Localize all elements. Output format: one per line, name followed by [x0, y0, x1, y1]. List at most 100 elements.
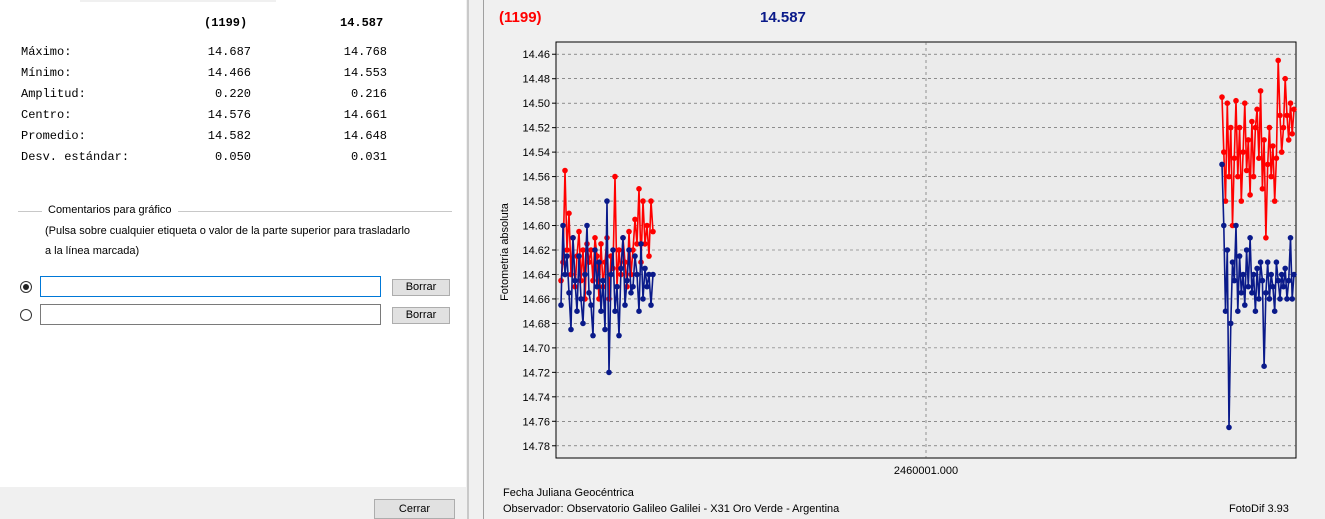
- series-1-point: [642, 241, 648, 247]
- series-2-point: [1275, 277, 1281, 284]
- footer-version: FotoDif 3.93: [1229, 503, 1289, 515]
- footer-x-axis-label: Fecha Juliana Geocéntrica: [503, 487, 634, 499]
- series-2-point: [1228, 320, 1234, 327]
- stat-value-series1[interactable]: 0.220: [214, 87, 251, 101]
- series-1-point: [562, 167, 568, 174]
- series-2-point: [590, 332, 596, 339]
- series-1-point: [640, 198, 646, 204]
- stats-row-min: Mínimo: 14.466 14.553: [21, 66, 391, 87]
- series-2-point: [584, 222, 590, 229]
- y-tick-label: 14.52: [522, 123, 550, 135]
- y-tick-label: 14.66: [522, 294, 550, 306]
- stats-header-series1[interactable]: (1199): [204, 16, 248, 30]
- series-1-point: [1285, 137, 1292, 143]
- comment-2-radio[interactable]: [20, 309, 32, 321]
- series-1-point: [1268, 173, 1274, 180]
- series-2-point: [588, 302, 594, 308]
- series-1-point: [564, 247, 570, 253]
- series-1-point: [616, 247, 622, 253]
- series-2-point: [1236, 253, 1243, 259]
- clear-comment-1-button[interactable]: Borrar: [392, 279, 450, 296]
- comment-1-input[interactable]: [40, 276, 381, 297]
- stat-value-series2[interactable]: 0.216: [350, 87, 387, 101]
- series-1-point: [650, 228, 656, 235]
- stat-value-series1[interactable]: 14.576: [207, 108, 251, 122]
- series-2-point: [1280, 283, 1287, 290]
- series-1-point: [1231, 155, 1238, 161]
- comments-group-title: Comentarios para gráfico: [42, 204, 178, 216]
- stat-value-series2[interactable]: 14.661: [343, 108, 387, 122]
- stat-label[interactable]: Mínimo:: [21, 66, 72, 80]
- series-2-point: [1249, 290, 1255, 296]
- stat-value-series2[interactable]: 14.768: [343, 45, 387, 59]
- series-2-point: [638, 241, 644, 247]
- stat-value-series2[interactable]: 14.553: [343, 66, 387, 80]
- series-1-point: [1263, 235, 1269, 241]
- stat-label[interactable]: Desv. estándar:: [21, 150, 130, 164]
- series-2-point: [640, 296, 646, 302]
- series-1-point: [1291, 106, 1297, 113]
- stat-value-series1[interactable]: 14.582: [207, 129, 251, 143]
- x-tick-label: 2460001.000: [894, 465, 958, 477]
- stat-label[interactable]: Máximo:: [21, 45, 72, 59]
- series-2-point: [568, 326, 574, 333]
- stat-label[interactable]: Amplitud:: [21, 87, 86, 101]
- series-2-point: [1291, 271, 1297, 278]
- series-2-point: [1282, 265, 1288, 272]
- series-2-point: [1233, 222, 1239, 229]
- series-1-point: [1273, 155, 1280, 161]
- close-button[interactable]: Cerrar: [374, 499, 455, 519]
- series-2-point: [1250, 271, 1257, 278]
- y-tick-label: 14.68: [522, 318, 550, 330]
- series-2-point: [1221, 222, 1227, 229]
- stat-value-series1[interactable]: 14.466: [207, 66, 251, 80]
- panel-splitter[interactable]: [466, 0, 483, 519]
- y-tick-label: 14.72: [522, 367, 550, 379]
- series-1-point: [1277, 112, 1283, 119]
- series-2-point: [618, 265, 624, 272]
- splitter-line: [467, 0, 469, 519]
- series-2-point: [1240, 271, 1246, 278]
- series-2-point: [604, 198, 610, 204]
- comment-1-radio[interactable]: [20, 281, 32, 293]
- stat-value-series1[interactable]: 14.687: [207, 45, 251, 59]
- series-1-line: [1221, 60, 1295, 238]
- series-2-point: [578, 296, 584, 302]
- series-1-point: [636, 186, 642, 192]
- y-tick-label: 14.70: [522, 343, 550, 355]
- y-axis-ticks: 14.46 14.48 14.50 14.52 14.54 14.56 14.58 14.60…: [522, 49, 556, 453]
- series-1-point: [1242, 100, 1248, 106]
- series-2-point: [572, 277, 578, 284]
- tab-stub: [80, 0, 276, 2]
- stat-value-series1[interactable]: 0.050: [214, 150, 251, 164]
- stat-label[interactable]: Centro:: [21, 108, 72, 122]
- comment-2-input[interactable]: [40, 304, 381, 325]
- series-2-point: [560, 222, 566, 229]
- stat-value-series2[interactable]: 14.648: [343, 129, 387, 143]
- chart-header-series2[interactable]: 14.587: [760, 9, 806, 26]
- stats-header-series2[interactable]: 14.587: [340, 16, 384, 30]
- chart-header-series1[interactable]: (1199): [499, 9, 542, 26]
- stats-row-stddev: Desv. estándar: 0.050 0.031: [21, 150, 391, 171]
- stats-row-max: Máximo: 14.687 14.768: [21, 45, 391, 66]
- stat-label[interactable]: Promedio:: [21, 129, 86, 143]
- series-1-point: [1280, 124, 1287, 131]
- series-2-point: [596, 259, 602, 265]
- y-axis-label: Fotometría absoluta: [499, 202, 511, 301]
- clear-comment-2-button[interactable]: Borrar: [392, 307, 450, 324]
- stat-value-series2[interactable]: 0.031: [350, 150, 387, 164]
- series-2-point: [1278, 271, 1285, 278]
- series-1-point: [634, 241, 640, 247]
- series-2-point: [1219, 161, 1225, 168]
- series-2-point: [1256, 296, 1262, 302]
- series-1-point: [646, 253, 652, 259]
- series-1-point: [1270, 143, 1276, 149]
- series-2-point: [628, 290, 634, 296]
- series-2-point: [646, 271, 652, 278]
- y-tick-label: 14.46: [522, 49, 550, 61]
- series-2-point: [562, 271, 568, 278]
- comments-hint-line1: (Pulsa sobre cualquier etiqueta o valor …: [45, 225, 411, 237]
- series-1-point: [1250, 173, 1257, 180]
- stats-row-amplitude: Amplitud: 0.220 0.216: [21, 87, 391, 108]
- series-2-point: [642, 265, 648, 272]
